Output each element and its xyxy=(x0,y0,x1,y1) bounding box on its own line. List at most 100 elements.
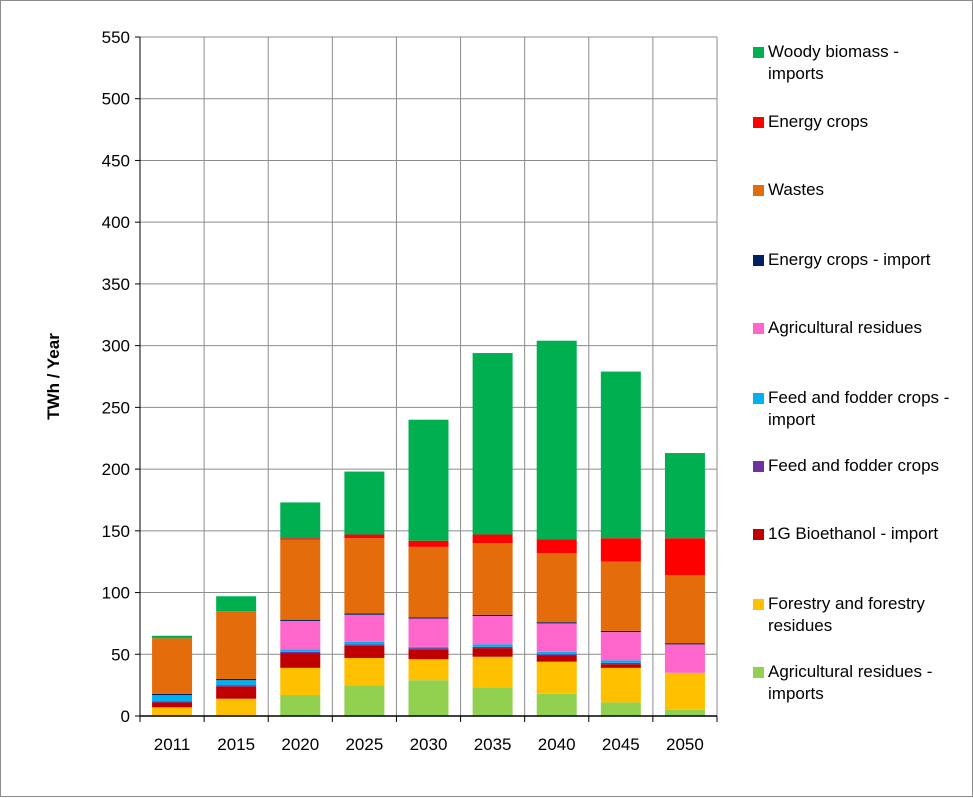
bar-segment xyxy=(472,646,513,649)
bar-segment xyxy=(536,655,577,662)
bar-segment xyxy=(472,616,513,645)
bar-segment xyxy=(280,539,321,620)
bar-segment xyxy=(536,622,577,624)
bar-segment xyxy=(664,644,705,673)
legend-swatch xyxy=(753,461,764,472)
bar-segment xyxy=(344,685,385,716)
bar-segment xyxy=(472,648,513,657)
bar-segment xyxy=(344,538,385,614)
bar-segment xyxy=(344,534,385,539)
bar-segment xyxy=(664,538,705,576)
bar-segment xyxy=(408,617,449,619)
bar-segment xyxy=(344,644,385,646)
bar-segment xyxy=(664,643,705,645)
bar-segment xyxy=(216,686,257,699)
bar-segment xyxy=(344,641,385,645)
bar-segment xyxy=(216,698,257,716)
y-tick-label: 100 xyxy=(102,584,130,603)
bar-segment xyxy=(664,575,705,644)
bar-segment xyxy=(216,680,257,686)
y-tick-label: 400 xyxy=(102,213,130,232)
legend-swatch xyxy=(753,667,764,678)
y-tick-label: 200 xyxy=(102,460,130,479)
bar-segment xyxy=(344,614,385,642)
bar-segment xyxy=(600,702,641,716)
legend-swatch xyxy=(753,47,764,58)
bar-segment xyxy=(408,659,449,681)
legend-label: 1G Bioethanol - import xyxy=(768,524,939,543)
legend-label: Wastes xyxy=(768,180,825,199)
legend-swatch xyxy=(753,599,764,610)
y-tick-label: 300 xyxy=(102,337,130,356)
bar-segment xyxy=(408,419,449,541)
bar-segment xyxy=(536,539,577,554)
bar-segment xyxy=(280,653,321,668)
bar-segment xyxy=(280,502,321,539)
legend-item: Woody biomass - imports xyxy=(753,41,958,85)
x-tick-label: 2035 xyxy=(474,735,512,754)
legend-item: Wastes xyxy=(753,179,958,201)
bar-segment xyxy=(344,657,385,686)
x-tick-label: 2040 xyxy=(538,735,576,754)
y-tick-label: 50 xyxy=(111,645,130,664)
bar-segment xyxy=(472,353,513,535)
bar-segment xyxy=(216,678,257,681)
bar-segment xyxy=(600,371,641,539)
bar-segment xyxy=(472,644,513,647)
bar-segment xyxy=(408,646,449,649)
x-tick-label: 2030 xyxy=(410,735,448,754)
bar-segment xyxy=(408,648,449,650)
bar-segment xyxy=(536,661,577,694)
bar-segment xyxy=(600,630,641,633)
bar-segment xyxy=(216,685,257,687)
y-tick-label: 500 xyxy=(102,90,130,109)
legend-label: Agricultural residues xyxy=(768,318,923,337)
bar-segment xyxy=(280,620,321,650)
bar-segment xyxy=(664,672,705,710)
x-tick-label: 2011 xyxy=(154,735,191,754)
x-tick-label: 2045 xyxy=(602,735,640,754)
legend-swatch xyxy=(753,393,764,404)
bar-segment xyxy=(472,656,513,688)
x-tick-label: 2025 xyxy=(345,735,383,754)
legend-swatch xyxy=(753,185,764,196)
bar-segment xyxy=(152,638,193,694)
bar-segment xyxy=(472,687,513,716)
bar-segment xyxy=(600,667,641,703)
bar-segment xyxy=(408,649,449,660)
legend-item: Energy crops - import xyxy=(753,249,958,271)
legend-item: Agricultural residues - imports xyxy=(753,661,958,705)
bar-segment xyxy=(408,680,449,716)
x-tick-label: 2050 xyxy=(666,735,704,754)
y-axis-title: TWh / Year xyxy=(44,333,63,420)
y-tick-label: 350 xyxy=(102,275,130,294)
legend-label: Agricultural residues - imports xyxy=(768,662,933,703)
bar-segment xyxy=(280,649,321,652)
bar-segment xyxy=(600,538,641,562)
bar-segment xyxy=(536,651,577,655)
bar-segment xyxy=(664,453,705,539)
y-tick-label: 450 xyxy=(102,151,130,170)
bar-segment xyxy=(344,645,385,658)
bar-segment xyxy=(536,654,577,656)
bar-segment xyxy=(344,613,385,615)
bar-segment xyxy=(152,707,193,716)
bar-segment xyxy=(536,553,577,623)
bar-segment xyxy=(408,618,449,647)
bar-segment xyxy=(600,561,641,631)
bar-segment xyxy=(408,546,449,618)
bar-segment xyxy=(152,701,193,703)
legend-item: Feed and fodder crops xyxy=(753,455,958,477)
legend-label: Energy crops - import xyxy=(768,250,931,269)
bar-segment xyxy=(600,664,641,668)
legend-swatch xyxy=(753,117,764,128)
bar-segment xyxy=(216,611,257,679)
legend-swatch xyxy=(753,529,764,540)
legend-item: Feed and fodder crops - import xyxy=(753,387,958,431)
bar-segment xyxy=(152,693,193,696)
bar-segment xyxy=(536,693,577,716)
bar-segment xyxy=(472,614,513,617)
legend-swatch xyxy=(753,323,764,334)
x-tick-label: 2015 xyxy=(217,735,255,754)
legend-label: Feed and fodder crops - import xyxy=(768,388,950,429)
